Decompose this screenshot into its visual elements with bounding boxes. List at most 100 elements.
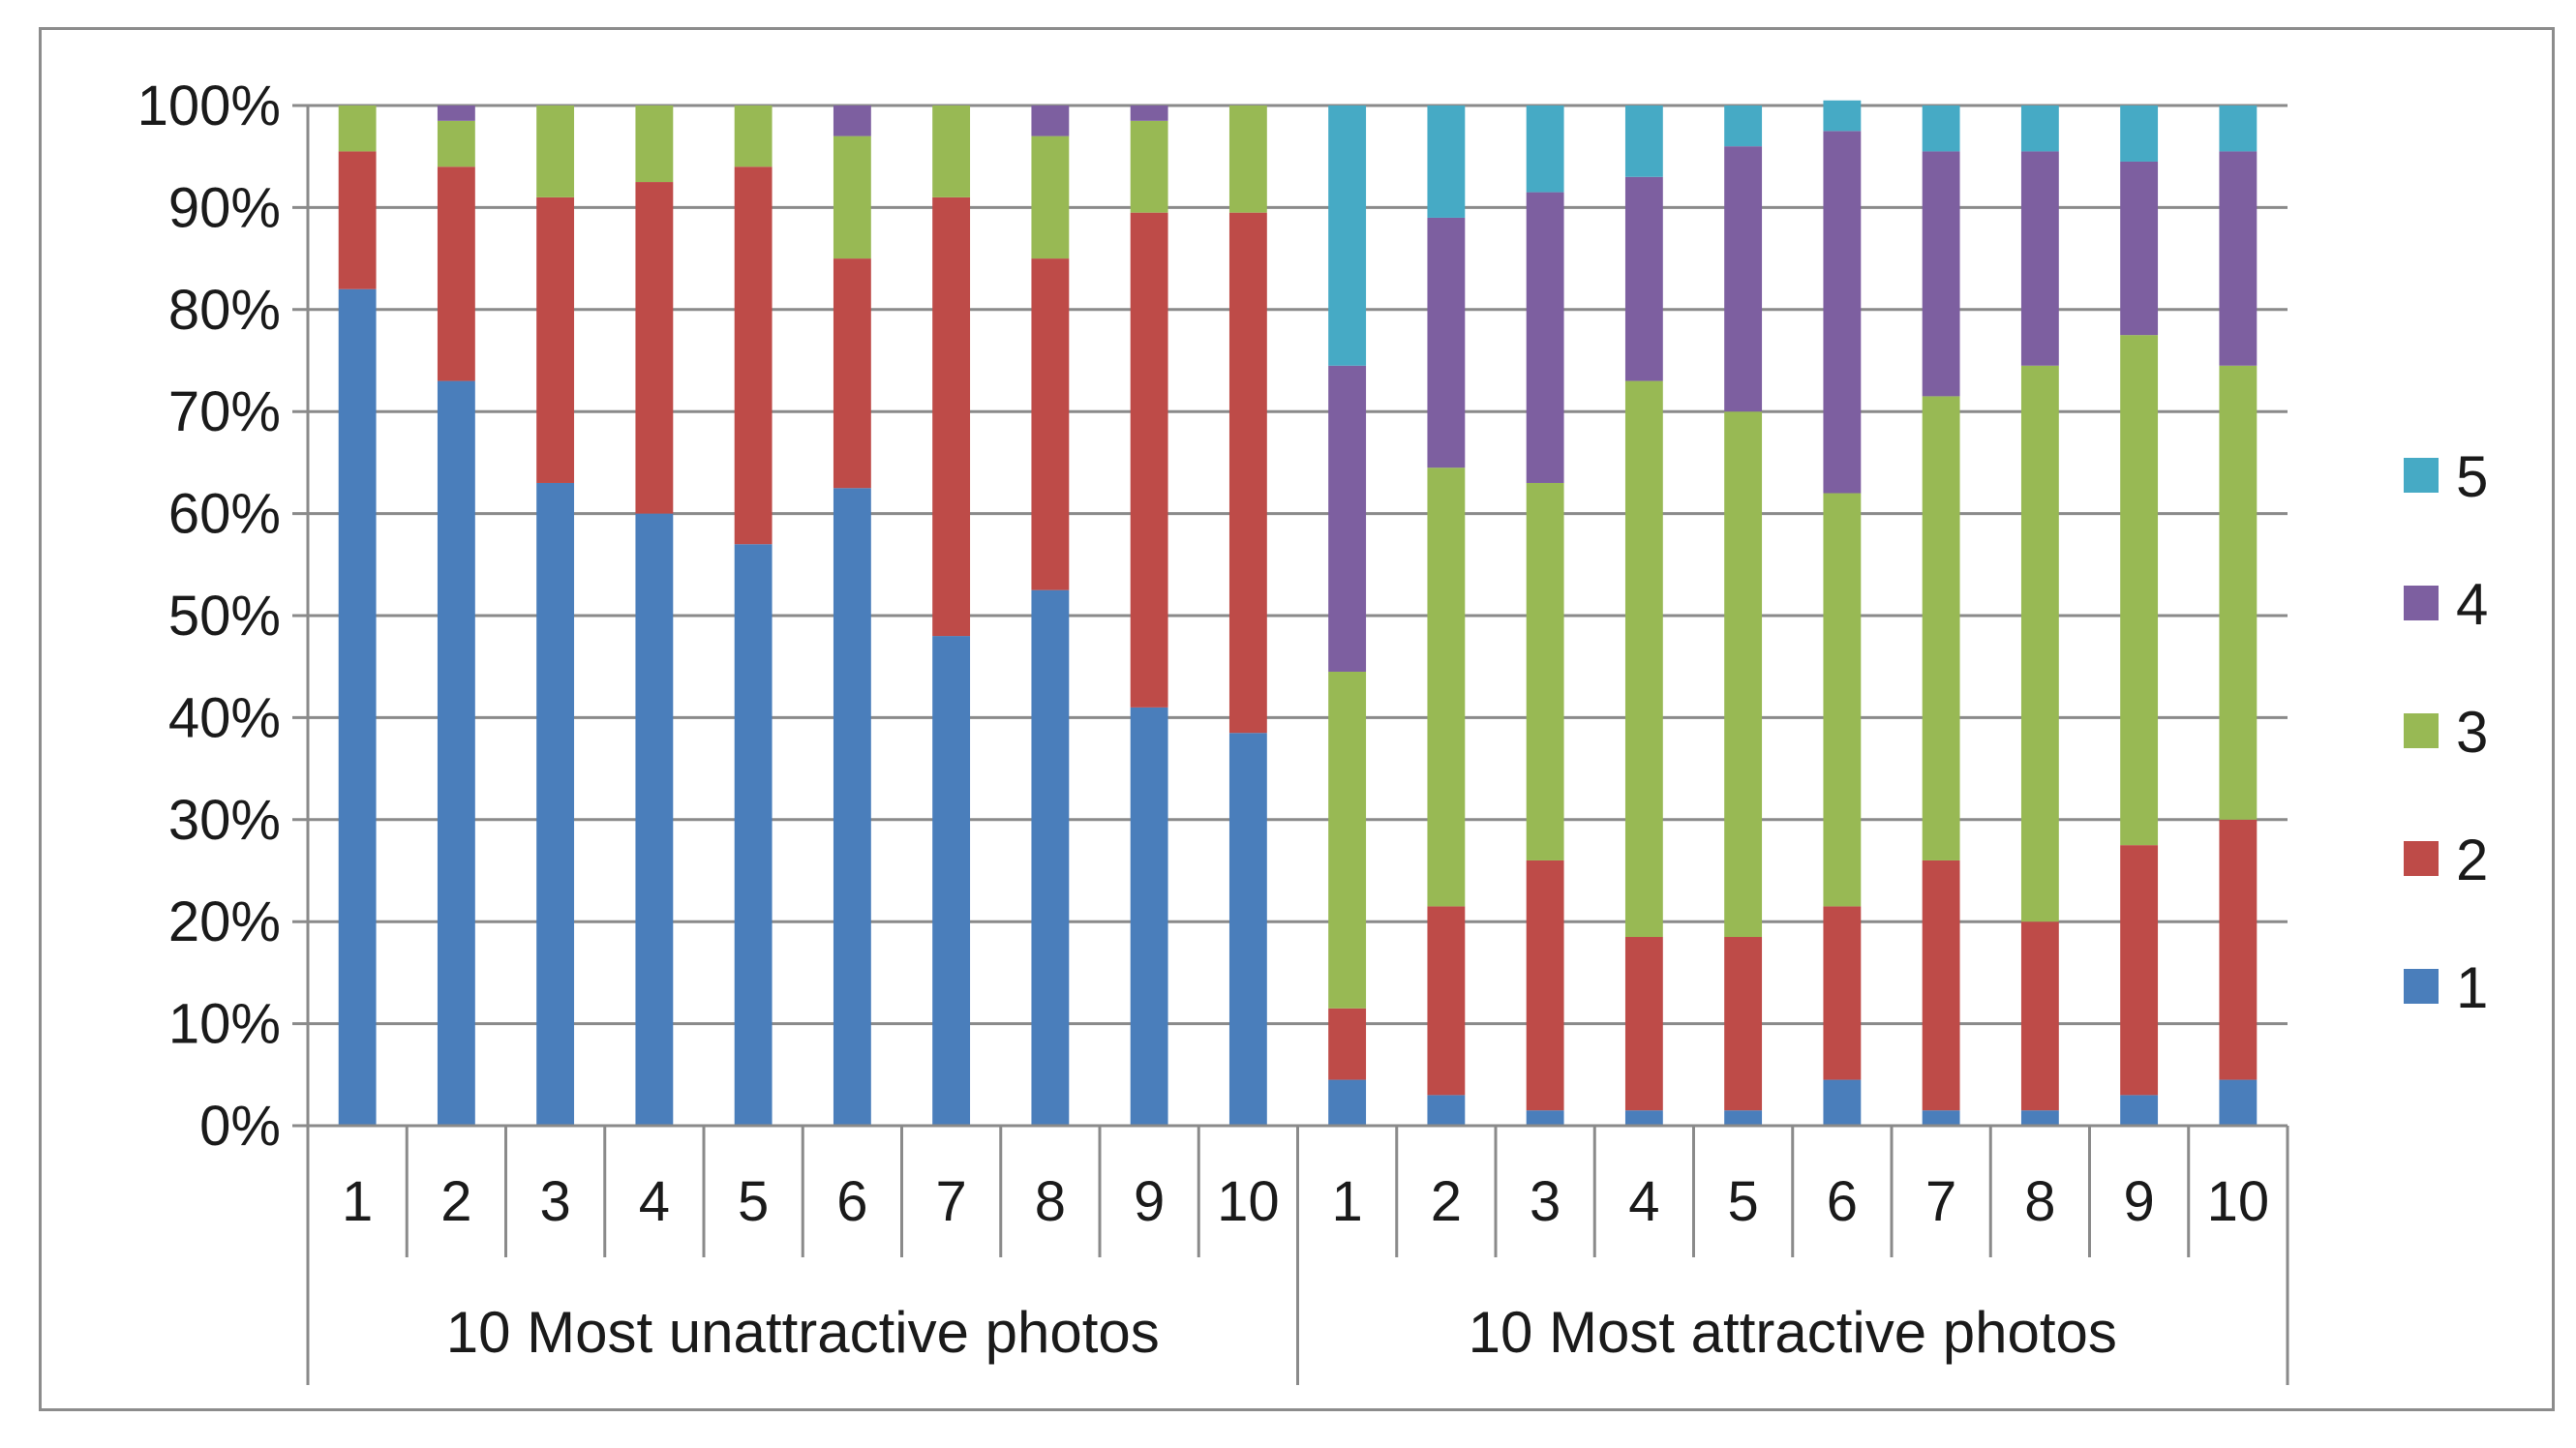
bar-segment-series-4 bbox=[1130, 106, 1168, 121]
legend-swatch-4 bbox=[2404, 586, 2439, 620]
bar-segment-series-1 bbox=[932, 636, 971, 1126]
bar-segment-series-1 bbox=[1130, 707, 1168, 1126]
bar-segment-series-5 bbox=[1427, 106, 1466, 218]
bar-segment-series-2 bbox=[536, 196, 575, 483]
bar-segment-series-2 bbox=[1526, 860, 1564, 1111]
bar-segment-series-4 bbox=[2020, 151, 2059, 366]
x-category-label: 1 bbox=[1331, 1170, 1362, 1233]
bar-segment-series-2 bbox=[1922, 860, 1960, 1111]
bar-segment-series-4 bbox=[833, 106, 871, 136]
bar-segment-series-1 bbox=[833, 488, 871, 1126]
bar-segment-series-4 bbox=[1328, 365, 1367, 672]
bar-segment-series-1 bbox=[1624, 1110, 1663, 1126]
legend-label: 2 bbox=[2456, 828, 2488, 892]
x-category-label: 10 bbox=[2207, 1170, 2270, 1233]
x-category-label: 6 bbox=[836, 1170, 867, 1233]
bar-segment-series-4 bbox=[1427, 217, 1466, 468]
bar-segment-series-2 bbox=[833, 258, 871, 489]
y-tick-label: 20% bbox=[168, 890, 281, 953]
bar-segment-series-3 bbox=[1724, 411, 1763, 938]
bar-segment-series-1 bbox=[1922, 1110, 1960, 1126]
x-group-label: 10 Most attractive photos bbox=[1469, 1300, 2117, 1365]
legend-swatch-2 bbox=[2404, 841, 2439, 876]
bars bbox=[338, 100, 2258, 1127]
bar-segment-series-1 bbox=[1031, 589, 1070, 1126]
bar-segment-series-1 bbox=[338, 288, 377, 1127]
bar-segment-series-4 bbox=[1724, 146, 1763, 412]
bar-segment-series-5 bbox=[2020, 106, 2059, 152]
bar-segment-series-2 bbox=[2219, 819, 2258, 1080]
y-tick-label: 100% bbox=[137, 75, 281, 137]
bar-segment-series-4 bbox=[2120, 161, 2159, 336]
bar-segment-series-1 bbox=[1228, 733, 1267, 1126]
bar-segment-series-3 bbox=[1526, 482, 1564, 860]
stacked-bar-chart: 0% 10% 20% 30% 40% 50% 60% 70% 80% 90% 100% 1 2 3 4 5 6… bbox=[137, 75, 2488, 1385]
y-tick-label: 60% bbox=[168, 483, 281, 546]
x-category-label: 6 bbox=[1827, 1170, 1858, 1233]
bar-segment-series-4 bbox=[2219, 151, 2258, 366]
bar-segment-series-3 bbox=[2219, 365, 2258, 820]
bar-segment-series-3 bbox=[2120, 335, 2159, 846]
bar-segment-series-1 bbox=[2120, 1095, 2159, 1126]
bar-segment-series-3 bbox=[536, 106, 575, 197]
x-category-label: 4 bbox=[1628, 1170, 1659, 1233]
x-category-label: 3 bbox=[539, 1170, 570, 1233]
x-category-label: 5 bbox=[1727, 1170, 1758, 1233]
bar-segment-series-2 bbox=[1130, 212, 1168, 708]
x-category-label: 3 bbox=[1530, 1170, 1561, 1233]
bar-segment-series-5 bbox=[1823, 100, 1862, 132]
y-tick-label: 40% bbox=[168, 686, 281, 749]
y-tick-labels: 0% 10% 20% 30% 40% 50% 60% 70% 80% 90% 100% bbox=[137, 75, 281, 1158]
bar-segment-series-1 bbox=[1328, 1079, 1367, 1126]
y-tick-label: 0% bbox=[199, 1095, 281, 1158]
bar-segment-series-1 bbox=[1526, 1110, 1564, 1126]
bar-segment-series-2 bbox=[437, 166, 475, 381]
bar-segment-series-3 bbox=[2020, 365, 2059, 922]
bar-segment-series-1 bbox=[2020, 1110, 2059, 1126]
legend: 5 4 3 2 1 bbox=[2404, 444, 2488, 1020]
bar-segment-series-4 bbox=[437, 106, 475, 121]
x-category-label: 8 bbox=[1035, 1170, 1066, 1233]
x-category-label: 4 bbox=[639, 1170, 670, 1233]
bar-segment-series-2 bbox=[1328, 1008, 1367, 1080]
bar-segment-series-1 bbox=[1724, 1110, 1763, 1126]
x-category-label: 10 bbox=[1217, 1170, 1280, 1233]
x-category-labels: 1 2 3 4 5 6 7 8 9 10 1 2 3 4 5 6 7 8 9 10 10 Most unattracti… bbox=[342, 1170, 2269, 1365]
bar-segment-series-5 bbox=[2219, 106, 2258, 152]
bar-segment-series-3 bbox=[1624, 380, 1663, 938]
bar-segment-series-3 bbox=[932, 106, 971, 197]
bar-segment-series-3 bbox=[1031, 136, 1070, 259]
legend-label: 3 bbox=[2456, 700, 2488, 765]
bar-segment-series-5 bbox=[1624, 106, 1663, 177]
bar-segment-series-3 bbox=[1922, 396, 1960, 860]
bar-segment-series-5 bbox=[2120, 106, 2159, 162]
bar-segment-series-4 bbox=[1823, 131, 1862, 494]
x-category-label: 2 bbox=[440, 1170, 471, 1233]
bar-segment-series-5 bbox=[1724, 106, 1763, 147]
bar-segment-series-3 bbox=[1328, 671, 1367, 1009]
bar-segment-series-5 bbox=[1922, 106, 1960, 152]
bar-segment-series-2 bbox=[1031, 258, 1070, 590]
bar-segment-series-3 bbox=[833, 136, 871, 259]
x-category-label: 9 bbox=[1134, 1170, 1165, 1233]
bar-segment-series-2 bbox=[2120, 845, 2159, 1096]
legend-swatch-3 bbox=[2404, 713, 2439, 748]
x-category-label: 5 bbox=[738, 1170, 769, 1233]
legend-label: 1 bbox=[2456, 955, 2488, 1020]
bar-segment-series-3 bbox=[437, 120, 475, 167]
chart-frame: 0% 10% 20% 30% 40% 50% 60% 70% 80% 90% 100% 1 2 3 4 5 6… bbox=[39, 27, 2555, 1411]
x-category-label: 9 bbox=[2123, 1170, 2154, 1233]
bar-segment-series-1 bbox=[734, 544, 773, 1126]
legend-swatch-1 bbox=[2404, 969, 2439, 1004]
y-tick-label: 50% bbox=[168, 585, 281, 648]
bar-segment-series-5 bbox=[1526, 106, 1564, 193]
bar-segment-series-2 bbox=[1724, 937, 1763, 1111]
bar-segment-series-3 bbox=[734, 106, 773, 167]
y-tick-label: 70% bbox=[168, 380, 281, 443]
bar-segment-series-2 bbox=[2020, 921, 2059, 1111]
bar-segment-series-2 bbox=[1228, 212, 1267, 734]
axes bbox=[292, 106, 2289, 1385]
x-category-label: 8 bbox=[2024, 1170, 2055, 1233]
bar-segment-series-2 bbox=[1823, 906, 1862, 1080]
y-tick-label: 30% bbox=[168, 789, 281, 852]
